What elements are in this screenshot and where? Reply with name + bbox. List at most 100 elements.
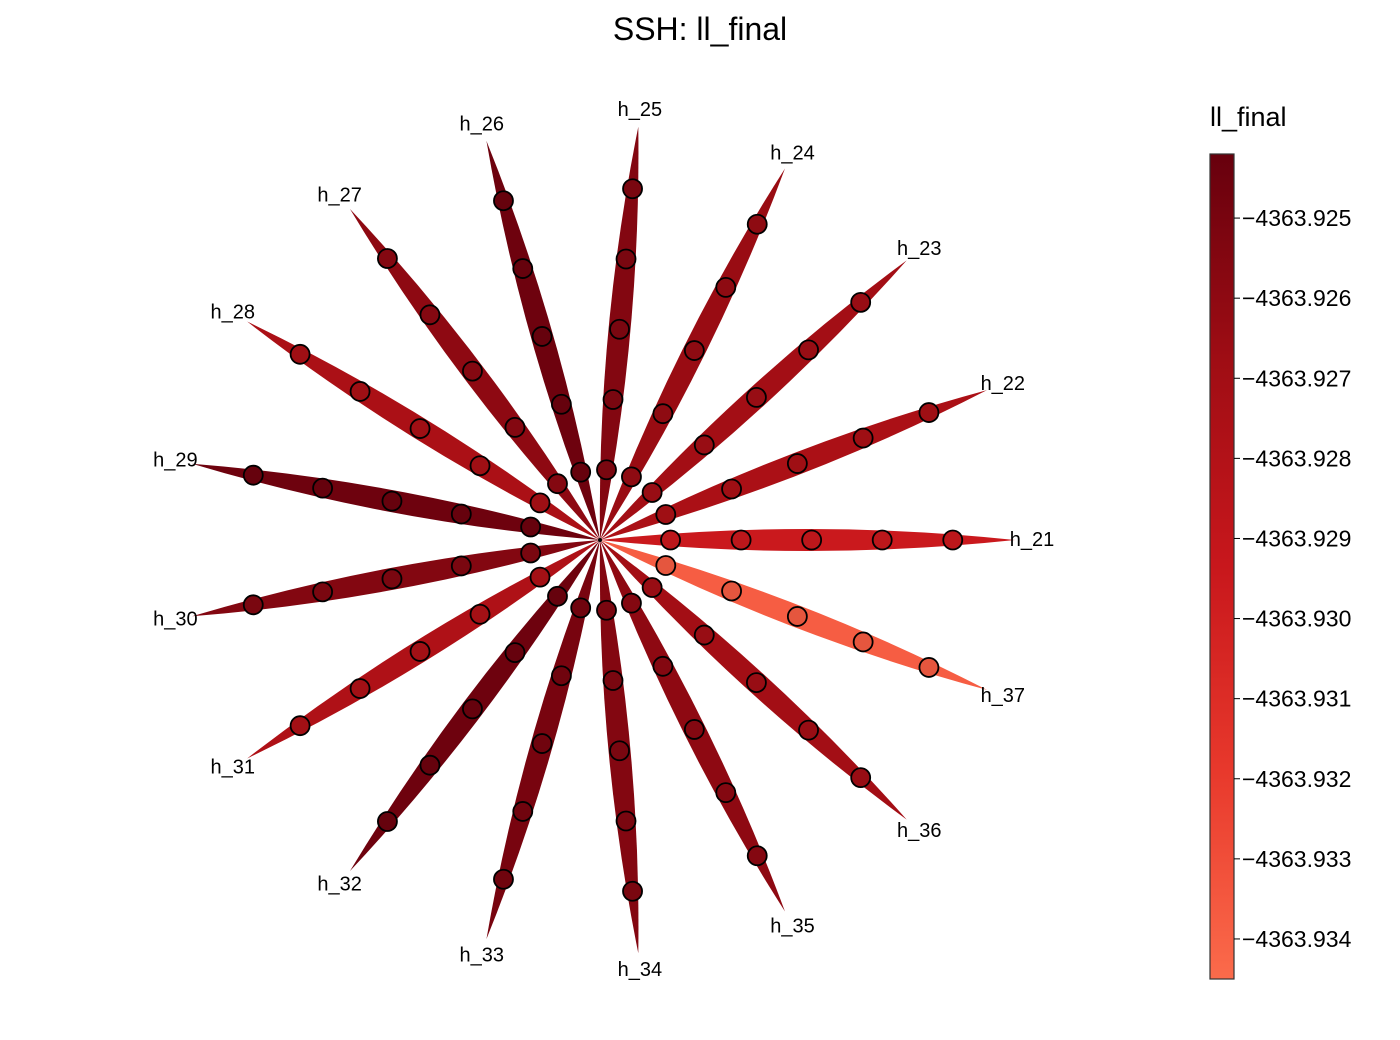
ray-node: [419, 754, 441, 776]
ray-node: [622, 178, 643, 200]
ray-h_23: h_23: [600, 238, 942, 540]
ray-node: [693, 434, 715, 456]
ray-node: [730, 529, 752, 551]
ray-node: [652, 655, 674, 677]
ray-node: [746, 213, 768, 235]
colorbar-gradient: [1209, 153, 1235, 980]
ray-node: [655, 555, 677, 576]
ray-node: [504, 416, 526, 438]
ray-label: h_37: [981, 685, 1026, 707]
ray-node: [450, 503, 472, 525]
ray-h_31: h_31: [210, 540, 600, 778]
ray-node: [609, 318, 630, 340]
ray-node: [409, 418, 431, 439]
colorbar-tick-label: −4363.925: [1242, 205, 1351, 231]
ray-node: [746, 845, 768, 867]
colorbar-tick-label: −4363.931: [1242, 686, 1351, 712]
ray-node: [683, 340, 705, 361]
colorbar-title: ll_final: [1210, 102, 1287, 132]
colorbar-ticks: −4363.925 −4363.926 −4363.927 −4363.928 −436…: [1234, 205, 1352, 952]
ray-node: [786, 606, 808, 627]
ray-h_24: h_24: [600, 142, 815, 540]
ray-node: [289, 715, 311, 737]
ray-node: [242, 464, 264, 486]
ray-node: [242, 594, 264, 616]
ray-node: [801, 529, 823, 551]
ray-label: h_32: [317, 874, 362, 896]
colorbar-tick-label: −4363.933: [1242, 846, 1351, 872]
colorbar-tick-label: −4363.930: [1242, 606, 1351, 632]
ray-h_22: h_22: [600, 373, 1025, 540]
ray-node: [715, 276, 737, 298]
ray-h_36: h_36: [600, 540, 942, 842]
chart-title: SSH: ll_final: [613, 11, 787, 47]
colorbar-tick-label: −4363.929: [1242, 525, 1351, 551]
ray-node: [786, 453, 808, 474]
ray-h_27: h_27: [317, 184, 600, 540]
ray-node: [918, 402, 940, 423]
ray-label: h_21: [1010, 529, 1055, 551]
ray-node: [349, 381, 371, 402]
ray-label: h_35: [770, 916, 815, 938]
ray-label: h_36: [897, 820, 942, 842]
ray-node: [570, 597, 592, 619]
ray-label: h_27: [317, 184, 362, 206]
ray-node: [621, 592, 642, 614]
ray-node: [602, 670, 624, 691]
ray-h_29: h_29: [153, 450, 600, 540]
colorbar-tick-label: −4363.928: [1242, 445, 1351, 471]
ray-node: [850, 291, 872, 313]
ray-node: [615, 810, 637, 832]
ray-node: [531, 733, 553, 754]
ray-node: [798, 719, 819, 741]
colorbar-tick-label: −4363.932: [1242, 766, 1351, 792]
ray-label: h_23: [897, 238, 942, 260]
center-point: [598, 538, 602, 542]
ray-node: [850, 767, 872, 789]
ray-label: h_34: [618, 959, 663, 981]
ray-node: [312, 581, 334, 603]
ray-node: [493, 868, 514, 890]
colorbar-tick-label: −4363.934: [1242, 926, 1352, 952]
ray-node: [462, 698, 483, 720]
ray-node: [746, 672, 767, 693]
ray-h_26: h_26: [460, 113, 600, 541]
ray-node: [655, 504, 677, 525]
ray-node: [469, 455, 491, 477]
ray-node: [721, 478, 742, 500]
ray-node: [547, 473, 568, 495]
ray-node: [871, 529, 893, 551]
ray-node: [622, 880, 643, 902]
ray-node: [721, 580, 742, 602]
colorbar-tick-label: −4363.926: [1242, 285, 1351, 311]
ray-node: [381, 568, 403, 590]
colorbar: ll_final −4363.925−4363.926−4363.927−436…: [1209, 102, 1352, 980]
ray-label: h_26: [460, 113, 505, 135]
ray-node: [715, 782, 737, 804]
ray-node: [693, 624, 715, 646]
ray-node: [493, 190, 514, 212]
ray-node: [409, 641, 431, 662]
ray-node: [798, 339, 819, 361]
ray-node: [652, 403, 674, 425]
ray-node: [377, 811, 398, 832]
ray-h_28: h_28: [210, 302, 600, 540]
ray-node: [641, 577, 663, 598]
ray-node: [462, 360, 483, 382]
ray-h_30: h_30: [153, 540, 600, 630]
ray-h_35: h_35: [600, 540, 815, 938]
ray-node: [381, 490, 403, 512]
ray-node: [602, 389, 624, 410]
ray-node: [512, 801, 534, 822]
ray-h_33: h_33: [460, 540, 600, 967]
ray-group: h_21 h_22 h_23 h_24 h_25 h_26 h_27 h_28 h_29 h_30…: [153, 99, 1054, 981]
ray-label: h_24: [770, 142, 815, 164]
ray-node: [570, 461, 592, 483]
ray-node: [520, 542, 542, 564]
ray-node: [609, 740, 630, 762]
ray-node: [621, 466, 642, 488]
ray-node: [550, 393, 572, 415]
ray-node: [660, 529, 681, 551]
ray-node: [504, 642, 526, 664]
colorbar-tick-label: −4363.927: [1242, 365, 1351, 391]
